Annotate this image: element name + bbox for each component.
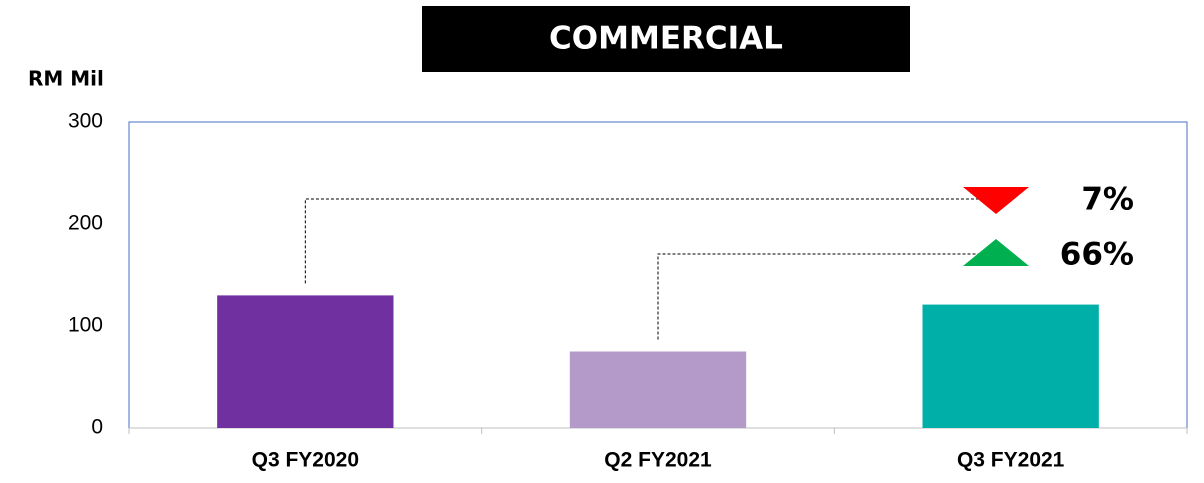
bar xyxy=(217,295,394,428)
x-tick-label: Q3 FY2020 xyxy=(252,449,359,472)
y-tick-label: 300 xyxy=(68,110,103,133)
y-axis-label: RM Mil xyxy=(28,67,104,91)
connector xyxy=(657,253,985,340)
bar xyxy=(569,351,747,428)
y-tick-label: 0 xyxy=(91,416,103,439)
y-tick-label: 200 xyxy=(68,212,103,235)
y-tick-label: 100 xyxy=(68,314,103,337)
x-tick-label: Q2 FY2021 xyxy=(604,449,712,472)
change-arrow xyxy=(963,239,1029,266)
connector xyxy=(304,198,985,284)
chart-title: COMMERCIAL xyxy=(549,21,783,57)
change-label: 7% xyxy=(1081,182,1134,218)
bar xyxy=(922,304,1099,428)
change-arrow xyxy=(963,187,1029,214)
change-label: 66% xyxy=(1060,237,1134,273)
title-box xyxy=(422,6,910,72)
x-tick-label: Q3 FY2021 xyxy=(957,449,1065,472)
